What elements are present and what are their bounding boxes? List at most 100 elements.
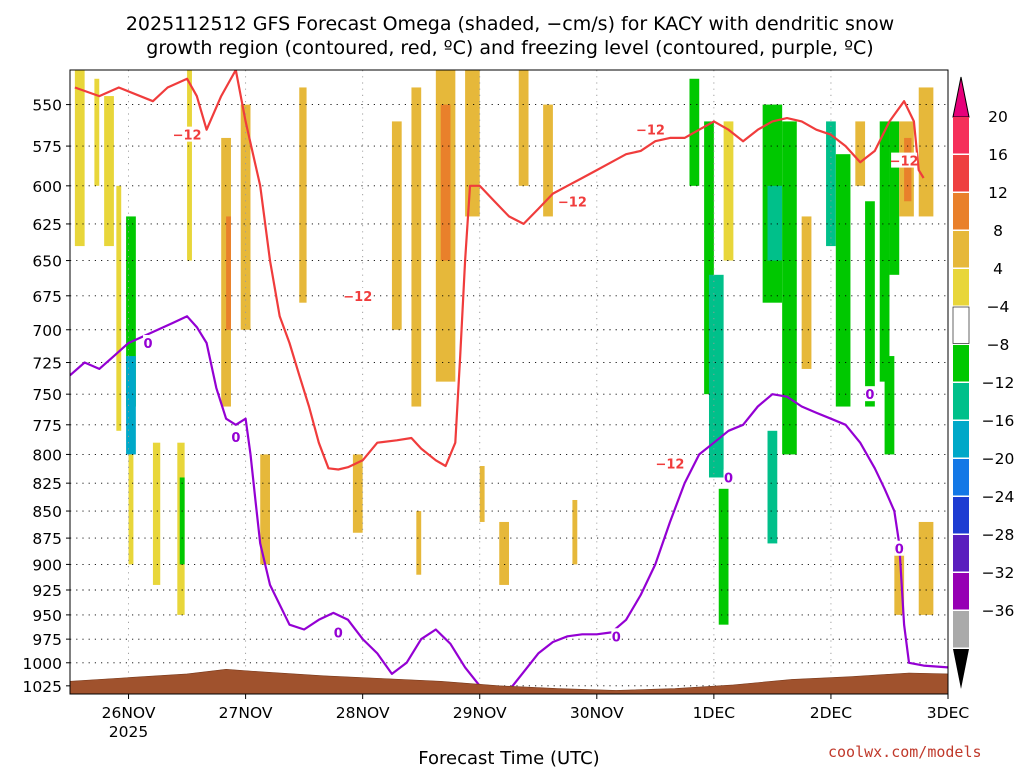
freezing-contour-label-9: 0 (612, 630, 621, 645)
omega-cell-6 (128, 454, 134, 565)
omega-cell-12 (226, 216, 231, 330)
omega-shading (74, 70, 934, 625)
x-tick-label-5: 1DEC (693, 704, 735, 722)
omega-cell-25 (518, 70, 529, 186)
contour-label-bg-4 (656, 455, 683, 471)
omega-cell-17 (391, 121, 402, 330)
colorbar-swatch-2 (953, 193, 969, 230)
plot-background (70, 70, 948, 694)
y-tick-label-2: 600 (32, 178, 62, 196)
omega-cell-34 (767, 185, 783, 261)
x-tick-label-3: 29NOV (453, 704, 507, 722)
omega-cell-10 (187, 70, 192, 261)
omega-cell-42 (879, 121, 890, 382)
colorbar-label-7: −12 (982, 374, 1015, 392)
x-tick-label-1: 27NOV (219, 704, 273, 722)
colorbar-label-1: 16 (988, 146, 1008, 164)
colorbar-label-13: −36 (982, 602, 1015, 620)
colorbar-label-10: −24 (982, 488, 1015, 506)
omega-cell-18 (411, 87, 422, 407)
colorbar-swatch-4 (953, 269, 969, 306)
omega-cell-0 (74, 70, 85, 247)
omega-cell-22 (465, 70, 480, 217)
colorbar-swatch-11 (953, 535, 969, 572)
freezing-contour-label-10: 0 (724, 471, 733, 486)
y-tick-label-4: 650 (32, 253, 62, 271)
colorbar-swatch-13 (953, 611, 969, 648)
freezing-contour-label-7: 0 (231, 431, 240, 446)
freezing-contour-label-11: 0 (865, 388, 874, 403)
dgz-contour-line (74, 70, 925, 471)
omega-cell-3 (116, 185, 122, 431)
y-tick-label-13: 875 (32, 530, 62, 548)
contour-label-bg-0 (174, 126, 201, 142)
y-tick-label-9: 775 (32, 417, 62, 435)
y-tick-label-18: 1000 (23, 655, 62, 673)
colorbar-swatch-0 (953, 117, 969, 154)
y-axis: 550 575 600 625 650 675 700 725 750 775 800 825 850 8… (23, 97, 70, 696)
y-tick-label-15: 925 (32, 582, 62, 600)
colorbar-label-12: −32 (982, 564, 1015, 582)
chart-title-line-1: 2025112512 GFS Forecast Omega (shaded, −… (126, 13, 894, 35)
omega-cell-13 (240, 104, 251, 330)
contour-label-bg-11 (864, 386, 875, 402)
y-tick-label-17: 975 (32, 631, 62, 649)
colorbar-label-9: −20 (982, 450, 1015, 468)
contour-label-bg-10 (723, 469, 734, 485)
omega-cell-1 (94, 78, 100, 186)
colorbar-swatch-9 (953, 459, 969, 496)
contour-label-bg-12 (894, 540, 905, 556)
omega-cell-15 (299, 87, 307, 303)
colorbar-swatch-7 (953, 383, 969, 420)
omega-cell-14 (260, 454, 270, 565)
x-tick-label-0: 26NOV (102, 704, 156, 722)
omega-cell-2 (104, 96, 114, 247)
x-tick-label-4: 30NOV (570, 704, 624, 722)
colorbar-label-11: −28 (982, 526, 1015, 544)
y-tick-label-16: 950 (32, 607, 62, 625)
x-axis-title: Forecast Time (UTC) (418, 748, 599, 768)
contour-label-bg-5 (891, 152, 918, 168)
colorbar-label-3: 8 (993, 222, 1003, 240)
omega-cell-32 (723, 121, 734, 261)
omega-cell-4 (126, 216, 136, 407)
colorbar-swatch-8 (953, 421, 969, 458)
omega-cell-38 (826, 121, 836, 247)
y-tick-label-0: 550 (32, 97, 62, 115)
terrain-fill (70, 668, 948, 694)
dgz-contour-label-3: −12 (636, 124, 665, 139)
omega-cell-26 (543, 104, 553, 217)
colorbar-swatch-5 (952, 306, 970, 344)
x-tick-label-2: 28NOV (336, 704, 390, 722)
omega-cell-48 (918, 87, 934, 217)
dgz-contour-label-2: −12 (558, 195, 587, 210)
y-tick-label-12: 850 (32, 503, 62, 521)
credit-text: coolwx.com/models (828, 743, 982, 761)
colorbar-swatch-1 (953, 155, 969, 192)
omega-cell-31 (718, 488, 729, 625)
omega-cell-9 (179, 477, 185, 565)
omega-cell-16 (352, 454, 363, 533)
omega-cell-49 (918, 521, 934, 615)
omega-cell-36 (782, 121, 797, 455)
colorbar-over-arrow (952, 76, 970, 118)
omega-cell-37 (801, 216, 812, 369)
y-tick-label-1: 575 (32, 138, 62, 156)
colorbar-label-5: −4 (987, 298, 1010, 316)
omega-cell-40 (855, 121, 866, 186)
y-tick-label-11: 825 (32, 475, 62, 493)
contour-label-bg-9 (611, 628, 622, 644)
contour-label-bg-1 (344, 287, 371, 303)
colorbar-swatch-10 (953, 497, 969, 534)
dgz-contour-label-4: −12 (655, 458, 684, 473)
y-tick-label-7: 725 (32, 355, 62, 373)
y-tick-label-6: 700 (32, 322, 62, 340)
colorbar-label-6: −8 (987, 336, 1010, 354)
x-tick-label-6: 2DEC (810, 704, 852, 722)
chart-title-line-2: growth region (contoured, red, ºC) and f… (146, 37, 873, 59)
omega-cell-29 (704, 121, 714, 395)
omega-cell-30 (708, 274, 724, 478)
omega-cell-24 (499, 521, 509, 585)
y-tick-label-19: 1025 (23, 678, 62, 696)
omega-cell-41 (865, 201, 875, 407)
